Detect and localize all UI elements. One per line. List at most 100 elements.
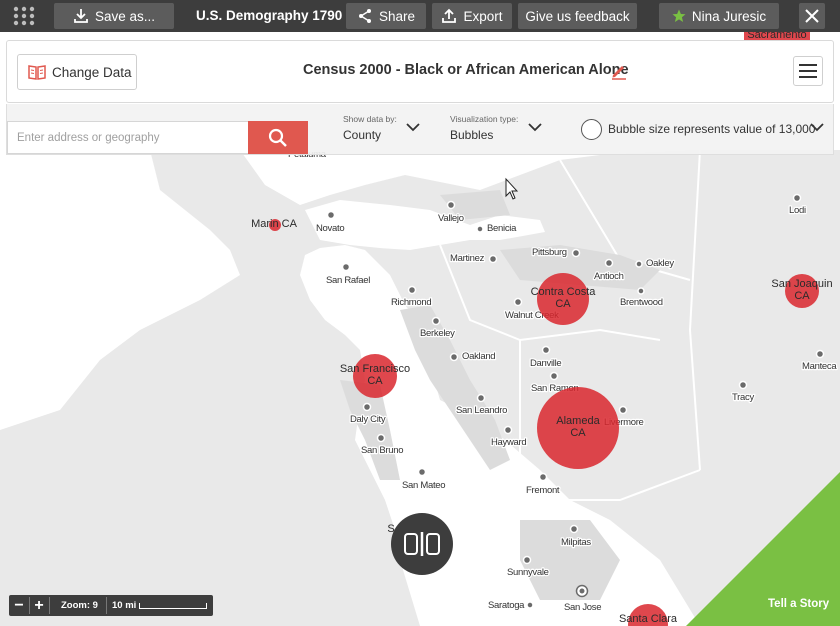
chevron-down-icon[interactable] (528, 122, 542, 132)
project-title: U.S. Demography 1790 to (196, 8, 359, 23)
place-dot-san-bruno[interactable] (376, 433, 386, 443)
place-dot-san-rafael[interactable] (341, 262, 351, 272)
place-dot-antioch[interactable] (604, 258, 614, 268)
zoom-out-button[interactable]: − (14, 596, 24, 614)
county-label-san-francisco-name: San Francisco (340, 363, 410, 375)
county-label-alameda-state: CA (570, 427, 586, 439)
share-label: Share (378, 8, 416, 24)
compare-icon (404, 532, 440, 556)
save-as-button[interactable]: Save as... (54, 3, 174, 29)
show-data-by-value: County (343, 128, 382, 142)
place-label-san-jose: San Jose (564, 602, 601, 613)
bubble-marin[interactable] (269, 219, 281, 231)
place-label-san-leandro: San Leandro (456, 405, 507, 416)
zoom-level: Zoom: 9 (61, 600, 98, 611)
zoom-in-button[interactable]: + (34, 596, 44, 614)
close-button[interactable] (799, 3, 825, 29)
place-dot-hayward[interactable] (503, 425, 513, 435)
edit-pencil-icon[interactable] (610, 62, 628, 80)
zoom-divider (106, 597, 107, 614)
share-button[interactable]: Share (346, 3, 426, 29)
place-dot-san-leandro[interactable] (476, 393, 486, 403)
place-dot-fremont[interactable] (538, 472, 548, 482)
export-button[interactable]: Export (432, 3, 512, 29)
tell-story-label[interactable]: Tell a Story (768, 598, 830, 610)
menu-bar-icon (799, 70, 817, 72)
place-dot-oakley[interactable] (635, 260, 643, 268)
bubbles-layer: Marin CA Contra Costa CA San Joaquin CA … (251, 218, 833, 626)
place-dot-oakland[interactable] (449, 352, 459, 362)
county-label-alameda-name: Alameda (556, 415, 600, 427)
place-label-san-rafael: San Rafael (326, 275, 370, 286)
zoom-divider (29, 597, 30, 614)
hamburger-menu-button[interactable] (793, 56, 823, 86)
place-label-danville: Danville (530, 358, 561, 369)
county-label-san-mateo-clipped: S (387, 523, 394, 535)
feedback-button[interactable]: Give us feedback (518, 3, 637, 29)
menu-bar-icon (799, 76, 817, 78)
place-label-daly-city: Daly City (350, 414, 386, 425)
place-dot-benicia[interactable] (476, 225, 484, 233)
search-input[interactable] (7, 121, 248, 154)
county-label-marin: Marin CA (251, 218, 298, 230)
viz-type-value: Bubbles (450, 128, 494, 142)
viz-type-caption: Visualization type: (450, 114, 519, 124)
place-label-fremont: Fremont (526, 485, 560, 496)
place-label-hayward: Hayward (491, 437, 526, 448)
place-dot-walnut-creek[interactable] (513, 297, 523, 307)
bubble-san-joaquin[interactable] (785, 274, 819, 308)
bubble-santa-clara[interactable] (628, 604, 668, 626)
place-dot-san-mateo[interactable] (417, 467, 427, 477)
bubble-contra-costa[interactable] (537, 273, 589, 325)
place-dot-manteca[interactable] (815, 349, 825, 359)
place-dot-milpitas[interactable] (569, 524, 579, 534)
place-dot-sunnyvale[interactable] (522, 555, 532, 565)
top-bar: Save as... U.S. Demography 1790 to Share… (0, 0, 840, 32)
search-button[interactable] (248, 121, 308, 154)
map-controls-bar: Show data by: County Visualization type:… (6, 104, 834, 155)
chevron-down-icon[interactable] (810, 122, 824, 132)
place-dot-novato[interactable] (326, 210, 336, 220)
place-dot-tracy[interactable] (738, 380, 748, 390)
place-dot-san-ramon[interactable] (549, 371, 559, 381)
change-data-label: Change Data (52, 64, 132, 80)
place-label-tracy: Tracy (732, 392, 754, 403)
county-label-santa-clara: Santa Clara (619, 613, 678, 625)
san-pablo-bay (305, 200, 545, 250)
place-dot-danville[interactable] (541, 345, 551, 355)
map-header-panel: Change Data Census 2000 - Black or Afric… (6, 40, 834, 103)
chevron-down-icon[interactable] (406, 122, 420, 132)
change-data-button[interactable]: Change Data (17, 54, 137, 90)
place-dot-livermore[interactable] (618, 405, 628, 415)
upload-icon (442, 8, 457, 23)
zoom-control-bar: − + Zoom: 9 10 mi (9, 595, 213, 616)
place-dot-vallejo[interactable] (446, 200, 456, 210)
place-dot-berkeley[interactable] (431, 316, 441, 326)
place-label-brentwood: Brentwood (620, 297, 663, 308)
place-dot-daly-city[interactable] (362, 402, 372, 412)
place-dot-lodi[interactable] (792, 193, 802, 203)
viz-type-dropdown[interactable]: Visualization type: Bubbles (450, 114, 540, 142)
place-label-lodi: Lodi (789, 205, 806, 216)
place-label-san-mateo: San Mateo (402, 480, 445, 491)
share-icon (358, 9, 371, 23)
user-name: Nina Juresic (691, 8, 767, 24)
user-menu-button[interactable]: Nina Juresic (659, 3, 779, 29)
close-icon (805, 9, 819, 23)
place-dot-brentwood[interactable] (637, 287, 645, 295)
place-label-oakland: Oakland (462, 351, 495, 362)
place-dot-martinez[interactable] (488, 254, 498, 264)
search-icon (268, 128, 287, 147)
bubble-san-francisco[interactable] (353, 354, 397, 398)
swipe-compare-button[interactable] (391, 513, 453, 575)
place-label-richmond: Richmond (391, 297, 431, 308)
bubble-size-legend-text[interactable]: Bubble size represents value of 13,000 (608, 122, 816, 136)
show-data-by-dropdown[interactable]: Show data by: County (343, 114, 423, 142)
place-label-pittsburg: Pittsburg (532, 247, 567, 258)
export-label: Export (463, 8, 503, 24)
apps-grid-icon[interactable] (13, 6, 35, 26)
place-dot-richmond[interactable] (407, 285, 417, 295)
place-dot-pittsburg[interactable] (571, 248, 581, 258)
place-dot-saratoga[interactable] (526, 601, 534, 609)
bubble-alameda[interactable] (537, 387, 619, 469)
